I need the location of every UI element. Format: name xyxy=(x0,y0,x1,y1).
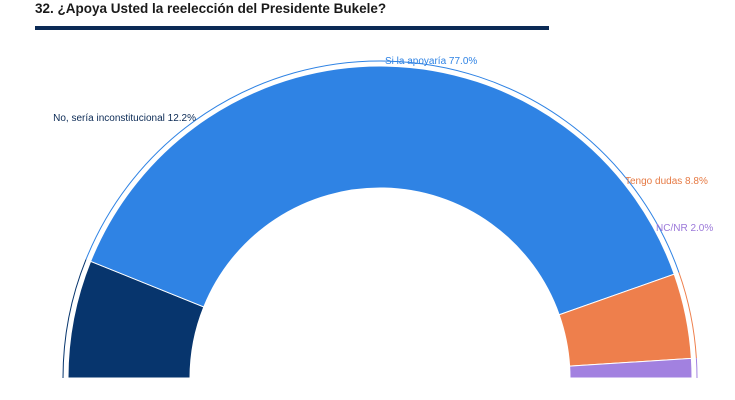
slice-3 xyxy=(569,357,693,379)
slice-leader-3 xyxy=(695,358,698,379)
slice-label-0: No, sería inconstitucional 12.2% xyxy=(53,113,196,124)
slice-1 xyxy=(89,65,675,316)
slice-leader-0 xyxy=(62,259,87,379)
slice-label-3: NC/NR 2.0% xyxy=(656,223,713,234)
slice-label-1: Si la apoyaría 77.0% xyxy=(385,56,477,67)
title-underline xyxy=(35,26,549,30)
slice-label-2: Tengo dudas 8.8% xyxy=(625,176,708,187)
slice-leader-2 xyxy=(678,272,697,359)
chart-title: 32. ¿Apoya Usted la reelección del Presi… xyxy=(35,1,387,16)
slice-leader-1 xyxy=(85,60,680,273)
